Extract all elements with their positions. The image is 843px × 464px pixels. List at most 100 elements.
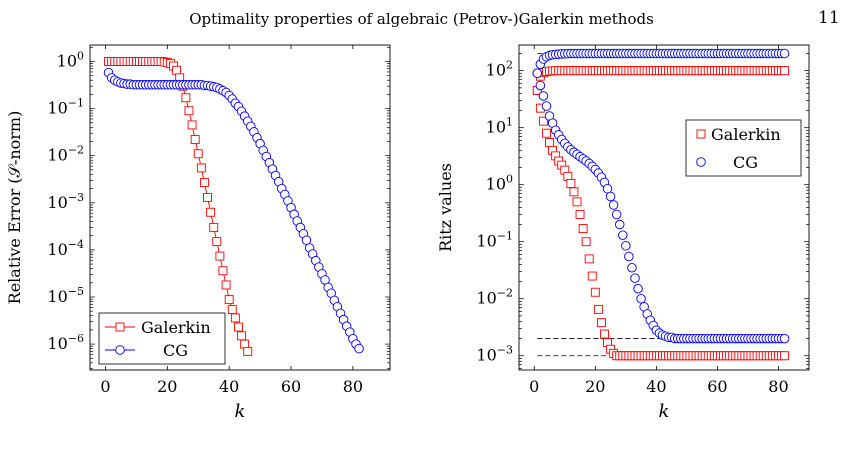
data-point	[614, 219, 625, 230]
x-tick-label: 20	[157, 377, 177, 396]
data-point	[172, 65, 182, 75]
data-point	[541, 101, 552, 111]
data-point	[234, 322, 243, 332]
data-point	[237, 331, 246, 341]
legend-label: CG	[733, 153, 758, 172]
data-point	[636, 293, 646, 304]
x-tick-label: 0	[529, 377, 539, 396]
x-tick-label: 60	[707, 377, 727, 396]
data-point	[569, 187, 579, 197]
y-axis-label: Relative Error (𝒮-norm)	[5, 111, 24, 305]
x-axis-label: k	[659, 401, 670, 422]
data-point	[581, 237, 591, 247]
data-point	[243, 346, 253, 356]
data-point	[602, 183, 613, 194]
legend-entry-galerkin: Galerkin	[696, 125, 781, 144]
legend-entry-galerkin: Galerkin	[105, 318, 211, 337]
plot-frame	[518, 44, 810, 371]
running-head: Optimality properties of algebraic (Petr…	[189, 10, 654, 28]
y-tick-label: 100	[57, 49, 84, 70]
series-galerkin	[104, 57, 253, 356]
x-tick-label: 20	[585, 377, 605, 396]
data-point	[203, 192, 212, 202]
chart-2: 0 20 40 60 80 102 101 100 10−1 10−2 10−3 k Ritz valu…	[436, 44, 810, 422]
plot-area	[103, 57, 364, 356]
data-point	[621, 240, 631, 251]
y-tick-label: 10−6	[47, 332, 84, 353]
data-point	[354, 343, 364, 354]
series-cg	[532, 48, 790, 344]
data-point	[578, 224, 588, 234]
data-point	[545, 138, 554, 147]
x-tick-label: 60	[281, 377, 301, 396]
y-tick-label: 102	[486, 59, 513, 80]
y-tick-label: 10−2	[476, 287, 513, 308]
legend-label: Galerkin	[711, 125, 781, 144]
data-point	[605, 191, 616, 202]
x-tick-label: 0	[100, 377, 110, 396]
data-point	[575, 210, 585, 219]
y-tick-label: 10−2	[47, 144, 84, 165]
data-point	[227, 305, 237, 315]
legend-marker	[115, 322, 125, 332]
page-header: Optimality properties of algebraic (Petr…	[0, 0, 843, 40]
data-point	[181, 93, 191, 103]
x-axis-label: k	[235, 401, 246, 422]
y-tick-label: 10−1	[476, 230, 513, 251]
data-point	[209, 222, 219, 232]
data-point	[542, 128, 551, 138]
y-tick-label: 100	[486, 173, 513, 194]
legend-marker	[115, 345, 125, 355]
x-tick-label: 80	[343, 377, 363, 396]
data-point	[199, 178, 209, 187]
data-point	[624, 251, 634, 262]
data-point	[618, 230, 628, 240]
data-point	[608, 200, 619, 210]
y-tick-label: 101	[486, 116, 513, 137]
data-point	[212, 237, 222, 247]
x-tick-label: 40	[219, 377, 239, 396]
data-point	[190, 135, 200, 145]
legend-box	[685, 119, 802, 177]
x-tick-label: 40	[646, 377, 666, 396]
data-point	[196, 163, 206, 173]
data-point	[600, 329, 609, 339]
data-point	[780, 66, 790, 76]
data-point	[215, 251, 225, 261]
data-point	[230, 313, 240, 323]
data-point	[193, 149, 203, 159]
data-point	[240, 339, 250, 349]
data-point	[590, 287, 600, 297]
data-point	[587, 271, 597, 281]
series-cg	[103, 67, 364, 354]
y-tick-label: 10−3	[47, 191, 84, 212]
data-point	[630, 273, 640, 283]
data-point	[566, 179, 576, 188]
legend: Galerkin CG	[685, 119, 802, 177]
chart-1: 0 20 40 60 80 100 10−1 10−2 10−3 10−4 10−5 10−6 k Rel…	[5, 44, 391, 422]
data-point	[627, 262, 637, 273]
y-tick-label: 10−3	[476, 344, 513, 365]
data-point	[538, 116, 548, 126]
y-tick-label: 10−5	[47, 285, 84, 306]
data-point	[224, 295, 234, 305]
legend-entry-cg: CG	[696, 153, 758, 172]
page-number: 11	[818, 8, 840, 28]
legend-label: Galerkin	[141, 318, 211, 337]
data-point	[780, 351, 790, 361]
legend: Galerkin CG	[98, 312, 226, 365]
legend-box	[98, 312, 226, 365]
data-point	[538, 91, 549, 101]
data-point	[779, 333, 790, 344]
data-point	[633, 283, 643, 294]
x-tick-label: 80	[768, 377, 788, 396]
data-point	[593, 304, 603, 314]
data-point	[218, 266, 228, 276]
y-tick-label: 10−1	[47, 97, 84, 118]
data-point	[596, 318, 606, 328]
legend-marker	[696, 157, 706, 167]
data-point	[584, 254, 594, 264]
data-point	[572, 197, 582, 207]
data-point	[611, 209, 622, 220]
